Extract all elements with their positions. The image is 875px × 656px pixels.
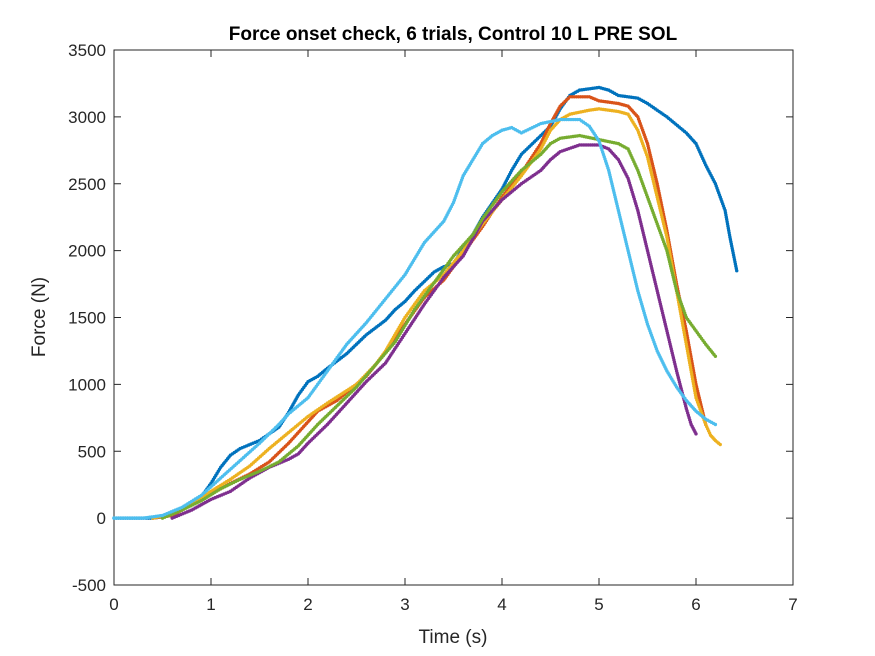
- y-axis-label: Force (N): [29, 277, 50, 357]
- y-axis-ticks: -500 0 500 1000 1500 2000 2500 3000 3500: [68, 41, 793, 595]
- series-6: [112, 117, 718, 520]
- data-point: [718, 442, 722, 447]
- x-tick-label: 1: [206, 595, 215, 614]
- data-point: [713, 354, 718, 358]
- x-tick-label: 3: [400, 595, 409, 614]
- y-tick-label: 500: [78, 442, 106, 461]
- x-tick-label: 6: [691, 595, 700, 614]
- chart-title: Force onset check, 6 trials, Control 10 …: [229, 24, 678, 45]
- data-point: [694, 432, 698, 436]
- y-tick-label: 1500: [68, 309, 106, 328]
- x-tick-label: 0: [109, 595, 118, 614]
- y-tick-label: -500: [72, 576, 106, 595]
- x-axis-ticks: 0 1 2 3 4 5 6 7: [109, 50, 798, 614]
- data-point: [735, 268, 739, 273]
- y-tick-label: 3000: [68, 108, 106, 127]
- y-tick-label: 2000: [68, 242, 106, 261]
- y-tick-label: 3500: [68, 41, 106, 60]
- plot-area-frame: [113, 49, 794, 586]
- x-tick-label: 7: [788, 595, 797, 614]
- x-axis-label: Time (s): [419, 627, 488, 648]
- y-tick-label: 0: [97, 509, 106, 528]
- series-4: [170, 143, 698, 520]
- x-tick-label: 2: [303, 595, 312, 614]
- x-tick-label: 4: [497, 595, 506, 614]
- y-tick-label: 1000: [68, 375, 106, 394]
- series-layer: [112, 85, 739, 520]
- data-point: [713, 422, 718, 427]
- series-2: [151, 95, 708, 520]
- y-tick-label: 2500: [68, 175, 106, 194]
- x-tick-label: 5: [594, 595, 603, 614]
